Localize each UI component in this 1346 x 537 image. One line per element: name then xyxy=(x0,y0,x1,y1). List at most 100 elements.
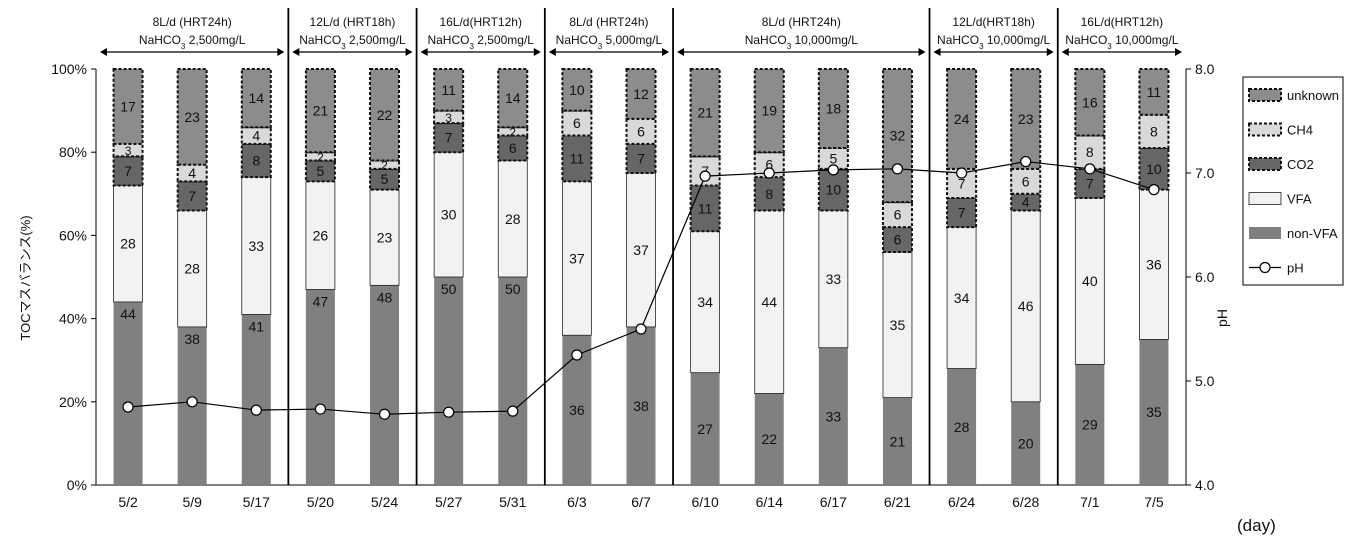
x-tick-label: 6/7 xyxy=(631,494,651,510)
y2-tick-label: 4.0 xyxy=(1195,477,1215,493)
data-label-unknown: 12 xyxy=(633,86,649,102)
bar-segment-vfa xyxy=(1010,210,1041,403)
data-label-co2: 8 xyxy=(252,153,260,169)
bar-segment-co2 xyxy=(561,134,593,183)
bar-segment-unknown xyxy=(1138,68,1170,116)
data-label-unknown: 23 xyxy=(184,109,200,125)
data-label-vfa: 37 xyxy=(633,242,649,258)
x-tick-label: 5/17 xyxy=(243,494,270,510)
data-label-vfa: 33 xyxy=(826,271,842,287)
data-label-vfa: 36 xyxy=(1146,257,1162,273)
ph-marker xyxy=(827,164,839,176)
bars-layer xyxy=(112,68,1170,485)
bar-segment-unknown xyxy=(240,68,272,129)
data-label-ch4: 7 xyxy=(958,175,966,191)
data-label-co2: 6 xyxy=(509,140,517,156)
x-axis-label: (day) xyxy=(1237,516,1276,535)
data-label-ch4: 6 xyxy=(1022,173,1030,189)
bar-segment-co2 xyxy=(112,155,144,187)
period-dose-label: NaHCO3 2,500mg/L xyxy=(427,33,534,51)
period-flow-label: 16L/d(HRT12h) xyxy=(439,15,522,29)
period-dose-label: NaHCO3 10,000mg/L xyxy=(745,33,859,51)
period-flow-label: 16L/d(HRT12h) xyxy=(1081,15,1164,29)
data-label-vfa: 37 xyxy=(569,250,585,266)
data-label-co2: 11 xyxy=(570,150,585,166)
period-arrow-head-right xyxy=(918,48,926,56)
data-label-ch4: 4 xyxy=(252,128,260,144)
ph-marker xyxy=(891,163,904,175)
bar-segment-non-vfa xyxy=(626,326,656,485)
bar-segment-vfa xyxy=(433,151,464,278)
data-label-non-vfa: 36 xyxy=(569,402,585,418)
x-tick-label: 6/10 xyxy=(691,494,718,510)
data-label-co2: 5 xyxy=(381,171,389,187)
y-axis-label: TOCマスバランス(%) xyxy=(18,215,33,340)
bar-segment-ch4 xyxy=(881,201,913,229)
data-label-non-vfa: 41 xyxy=(249,318,265,334)
period-arrow-head-left xyxy=(420,48,428,56)
x-tick-label: 6/17 xyxy=(820,494,847,510)
data-label-unknown: 21 xyxy=(313,103,329,119)
bar-segment-co2 xyxy=(304,159,336,183)
legend-label-non-vfa: non-VFA xyxy=(1287,226,1338,241)
period-arrow-head-left xyxy=(1061,48,1069,56)
legend-label-ph: pH xyxy=(1287,261,1304,276)
x-tick-label: 6/21 xyxy=(884,494,911,510)
data-label-unknown: 11 xyxy=(1147,84,1162,100)
bar-segment-unknown xyxy=(561,68,593,112)
data-label-unknown: 23 xyxy=(1018,111,1034,127)
bar-segment-non-vfa xyxy=(113,301,143,485)
data-label-vfa: 44 xyxy=(761,294,777,310)
period-arrow-head-right xyxy=(662,48,670,56)
x-tick-label: 5/2 xyxy=(118,494,138,510)
period-arrow-head-left xyxy=(100,48,107,56)
legend-swatch-ch4 xyxy=(1248,122,1282,137)
data-label-ch4: 6 xyxy=(894,207,902,223)
y-tick-label: 60% xyxy=(59,227,87,243)
y-tick-label: 80% xyxy=(59,144,87,160)
period-arrow-head-left xyxy=(292,48,300,56)
data-label-non-vfa: 33 xyxy=(826,408,842,424)
data-label-ch4: 5 xyxy=(829,150,837,166)
ph-marker xyxy=(699,170,711,182)
y2-tick-label: 6.0 xyxy=(1195,269,1215,285)
bar-segment-non-vfa xyxy=(882,397,912,485)
bar-segment-unknown xyxy=(112,68,144,145)
data-label-non-vfa: 28 xyxy=(954,419,970,435)
bar-segment-ch4 xyxy=(497,126,529,137)
ph-line-layer xyxy=(122,155,1160,420)
data-label-ch4: 6 xyxy=(637,123,645,139)
ph-marker xyxy=(1084,163,1096,175)
bar-segment-non-vfa xyxy=(305,289,335,485)
period-flow-label: 8L/d (HRT24h) xyxy=(569,15,648,29)
data-label-ch4: 8 xyxy=(1086,144,1094,160)
period-flow-label: 8L/d (HRT24h) xyxy=(762,15,841,29)
legend-label-unknown: unknown xyxy=(1287,88,1339,103)
ph-marker xyxy=(443,406,455,418)
bar-segment-co2 xyxy=(753,176,785,212)
data-label-non-vfa: 50 xyxy=(505,281,521,297)
period-dose-label: NaHCO3 2,500mg/L xyxy=(139,33,246,51)
period-header-layer: 8L/d (HRT24h) NaHCO3 2,500mg/L 12L/d (HRT1… xyxy=(100,8,1182,485)
x-tick-label: 7/1 xyxy=(1080,494,1100,510)
ph-marker xyxy=(250,404,262,416)
bar-segment-co2 xyxy=(946,196,978,229)
y-tick-label: 0% xyxy=(67,477,87,493)
bar-segment-co2 xyxy=(240,142,272,179)
bar-segment-vfa xyxy=(1074,197,1105,365)
data-label-co2: 7 xyxy=(637,150,645,166)
bar-segment-vfa xyxy=(754,210,785,394)
legend-label-ch4: CH4 xyxy=(1287,123,1313,138)
data-label-non-vfa: 44 xyxy=(120,306,136,322)
bar-segment-non-vfa xyxy=(1139,339,1169,485)
x-tick-label: 5/27 xyxy=(435,494,462,510)
data-label-unknown: 21 xyxy=(697,105,713,121)
data-label-non-vfa: 38 xyxy=(633,398,649,414)
data-label-vfa: 26 xyxy=(313,227,329,243)
y2-tick-label: 7.0 xyxy=(1195,165,1215,181)
bar-segment-co2 xyxy=(625,142,657,175)
legend: unknown CH4 CO2 VFA non-VFA pH xyxy=(1242,76,1344,286)
data-label-vfa: 46 xyxy=(1018,298,1034,314)
data-label-unknown: 19 xyxy=(761,103,777,119)
